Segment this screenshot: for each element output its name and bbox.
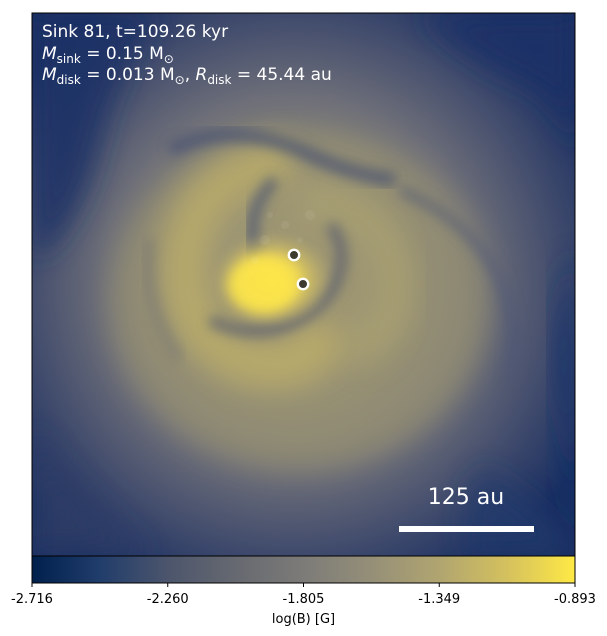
colorbar-gradient	[31, 555, 576, 584]
scale-bar-label: 125 au	[428, 485, 504, 510]
sink-mass-label: Msink = 0.15 M⊙	[42, 44, 174, 66]
colorbar-tick-label: -0.893	[554, 592, 596, 607]
sink-marker	[296, 277, 310, 291]
colorbar-tick-label: -2.716	[11, 592, 53, 607]
colorbar-label: log(B) [G]	[272, 612, 335, 627]
colorbar: -2.716 -2.260 -1.805 -1.349 -0.893 log(B…	[11, 555, 596, 627]
panel-title: Sink 81, t=109.26 kyr	[42, 22, 228, 42]
colorbar-tick-label: -1.349	[418, 592, 460, 607]
scale-bar-line	[399, 526, 534, 532]
colorbar-tick-label: -2.260	[147, 592, 189, 607]
sink-marker	[287, 248, 301, 262]
disk-properties-label: Mdisk = 0.013 M⊙, Rdisk = 45.44 au	[42, 65, 332, 87]
scale-bar: 125 au	[399, 485, 534, 532]
colorbar-ticks	[31, 583, 576, 587]
sink-markers	[287, 248, 310, 291]
magnetic-field-map	[32, 13, 575, 556]
colorbar-tick-label: -1.805	[283, 592, 325, 607]
